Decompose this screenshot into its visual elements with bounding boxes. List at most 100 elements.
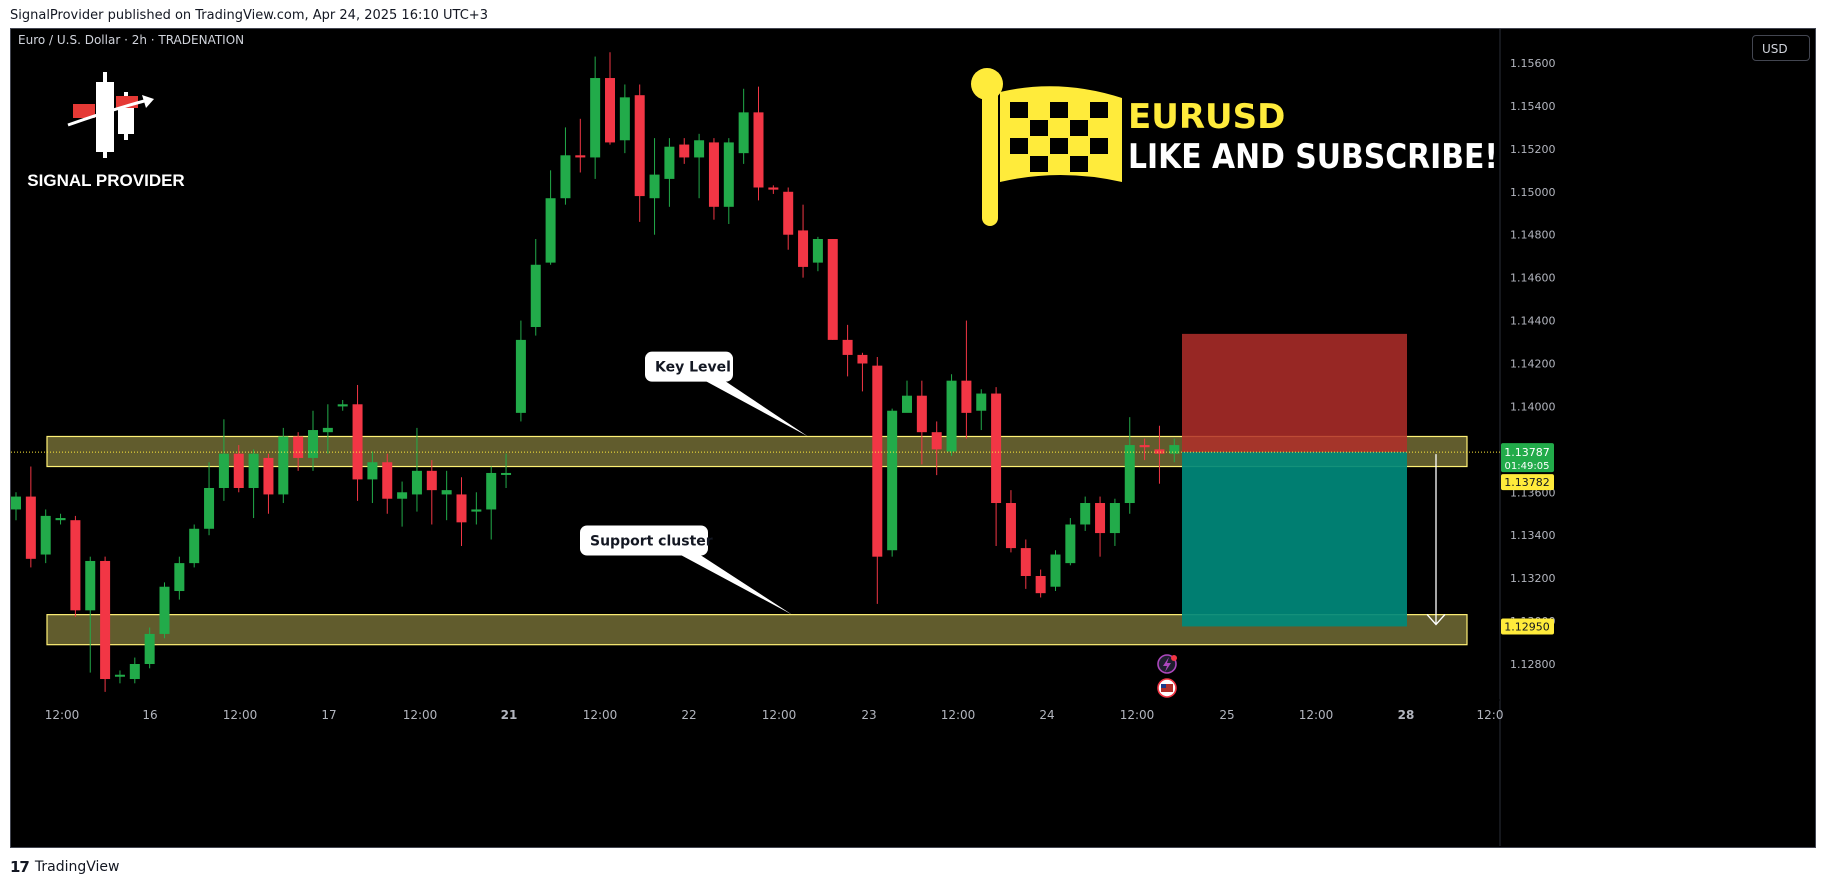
x-tick-label: 24 (1039, 708, 1054, 722)
target-price-tag (1501, 618, 1554, 635)
candle (114, 670, 125, 684)
candle-body (753, 112, 764, 188)
candle-body (456, 494, 467, 523)
x-tick-label: 21 (501, 708, 518, 722)
candle (248, 449, 259, 519)
candle-body (827, 239, 838, 340)
candle (1124, 417, 1135, 514)
candle (218, 419, 229, 501)
candle (1035, 569, 1046, 598)
candle-body (812, 239, 823, 263)
candle-body (634, 95, 645, 197)
candle-body (916, 395, 927, 433)
candle-body (1035, 575, 1046, 594)
candle (1109, 498, 1120, 546)
candle-body (144, 633, 155, 664)
candle (233, 445, 244, 493)
candle (456, 477, 467, 546)
candle-body (248, 453, 259, 488)
candle-body (263, 457, 274, 495)
tradingview-footer[interactable]: 17 TradingView (10, 858, 119, 876)
candle (530, 239, 541, 336)
candle-body (946, 380, 957, 452)
callout-label: Key Level (655, 360, 731, 376)
candle (961, 320, 972, 439)
callout-box (645, 351, 733, 382)
candle (367, 451, 378, 504)
candle (70, 515, 81, 617)
candle (1080, 496, 1091, 531)
candle-body (679, 144, 690, 158)
candle (812, 236, 823, 272)
candle (278, 427, 289, 504)
candle (857, 352, 868, 392)
candle-body (902, 395, 912, 413)
candle-body (100, 560, 111, 680)
candle-body (1065, 524, 1076, 564)
x-tick-label: 22 (681, 708, 696, 722)
candle (1050, 550, 1061, 592)
candle-body (1020, 548, 1031, 576)
candle (411, 427, 422, 512)
candle-body (575, 155, 586, 158)
candle (144, 627, 155, 669)
candle (946, 374, 957, 456)
candle (174, 556, 185, 600)
entry-price-tag (1501, 474, 1554, 491)
candle-body (1005, 503, 1016, 549)
candle-body (308, 430, 318, 458)
candle-body (1124, 445, 1135, 504)
candle-body (441, 490, 452, 495)
candle-body (605, 78, 615, 143)
currency-button[interactable]: USD (1752, 35, 1810, 61)
publication-info: SignalProvider published on TradingView.… (10, 8, 488, 23)
candle-body (723, 142, 734, 207)
y-tick-label: 1.14200 (1510, 358, 1556, 371)
y-tick-label: 1.14000 (1510, 400, 1556, 413)
y-tick-label: 1.14400 (1510, 315, 1556, 328)
y-tick-label: 1.15600 (1510, 57, 1556, 70)
candle-body (322, 427, 333, 433)
candle (634, 84, 645, 222)
candle-body (382, 462, 393, 499)
candle (352, 384, 363, 501)
candle (694, 133, 705, 199)
candle (545, 170, 556, 265)
symbol-heading: EURUSD (1128, 97, 1285, 137)
x-tick-label: 28 (1398, 708, 1415, 722)
candle (575, 118, 586, 173)
candle-body (11, 496, 21, 510)
candle-body (55, 518, 66, 521)
candle (590, 56, 601, 179)
candle (515, 320, 526, 422)
candle (100, 556, 111, 692)
x-tick-label: 16 (142, 708, 157, 722)
y-tick-label: 1.14800 (1510, 229, 1556, 242)
candle-body (991, 393, 1002, 504)
candle-body (768, 187, 779, 190)
candle (560, 127, 571, 205)
candle-body (114, 674, 125, 677)
candle-body (798, 230, 809, 267)
checkered-flag-icon (971, 68, 1122, 226)
candle-body (471, 509, 482, 512)
candle-body (872, 365, 883, 557)
candle (619, 84, 630, 154)
candle-body (619, 97, 630, 141)
candle (887, 408, 898, 557)
candle-body (426, 470, 437, 491)
target-arrow-head (1426, 613, 1446, 626)
candle-body (70, 520, 81, 611)
candle (738, 88, 749, 164)
candle-body (560, 155, 571, 199)
candle (382, 453, 393, 514)
callout-box (580, 525, 708, 556)
callout-pointer (678, 553, 792, 615)
subscribe-heading: LIKE AND SUBSCRIBE! (1128, 137, 1498, 177)
x-tick-label: 12:00 (45, 708, 80, 722)
candle-body (976, 393, 987, 411)
candle-body (204, 487, 215, 529)
take-profit-zone (1182, 452, 1407, 627)
candle (1065, 518, 1076, 566)
